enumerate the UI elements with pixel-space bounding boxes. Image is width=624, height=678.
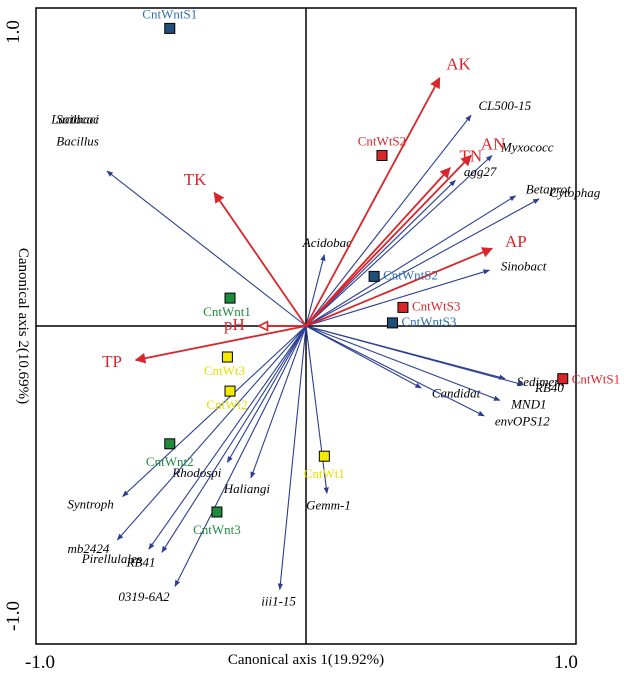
species-arrow-syntroph xyxy=(122,325,307,497)
sample-label-cntwts3: CntWtS3 xyxy=(412,298,460,313)
env-arrow-tn xyxy=(305,167,451,327)
species-label-acidobac: Acidobac xyxy=(302,235,352,250)
x-tick-min: -1.0 xyxy=(25,652,55,673)
species-label-cl500-15: CL500-15 xyxy=(478,98,531,113)
species-arrow-sinobact xyxy=(305,269,491,327)
env-arrow-tk xyxy=(213,191,307,327)
species-label-myxococc: Myxococc xyxy=(500,139,554,154)
species-arrow-gemm-1 xyxy=(305,325,329,495)
sample-label-cntwnts3: CntWntS3 xyxy=(401,314,456,329)
env-label-ak: AK xyxy=(446,55,471,74)
species-arrow-cl500-15 xyxy=(305,114,472,327)
species-label-sediment: Sediment xyxy=(517,374,565,389)
sample-points: CntWntS1 CntWntS2 CntWntS3 CntWtS1 CntWtS2 Cn… xyxy=(142,6,620,537)
env-label-ap: AP xyxy=(505,232,527,251)
species-label-pirellulales: Pirellulales xyxy=(81,551,142,566)
env-arrow-ak xyxy=(305,77,441,327)
env-arrow-an xyxy=(305,154,472,327)
species-label-mb2424: mb2424 xyxy=(68,541,110,556)
sample-point-cntwts1 xyxy=(557,373,569,385)
species-arrow-pirellulales xyxy=(148,325,307,550)
species-arrow-mnd1 xyxy=(305,325,501,401)
species-label-soilbaci: Soilbaci xyxy=(56,112,99,127)
species-arrow-iii1-15 xyxy=(277,325,307,591)
sample-label-cntwnt2: CntWnt2 xyxy=(146,454,194,469)
x-tick-max: 1.0 xyxy=(554,652,578,673)
env-label-ph: pH xyxy=(224,315,245,334)
sample-point-cntwts2 xyxy=(376,150,388,161)
species-arrow-betaprot xyxy=(305,195,517,327)
env-arrow-ap xyxy=(305,247,494,327)
sample-point-cntwt2 xyxy=(224,385,236,397)
species-arrow-0319-6a2 xyxy=(174,325,307,587)
species-label-envops12: envOPS12 xyxy=(495,413,550,428)
species-arrow-cytophag xyxy=(305,198,540,327)
species-label-rb41: RB41 xyxy=(126,554,156,569)
env-label-an: AN xyxy=(481,134,506,153)
species-label-sinobact: Sinobact xyxy=(501,259,547,274)
species-label-agg27: agg27 xyxy=(464,164,497,179)
y-tick-min: -1.0 xyxy=(3,601,24,631)
sample-label-cntwt1: CntWt1 xyxy=(304,466,345,481)
env-label-tk: TK xyxy=(184,170,207,189)
species-label-0319-6a2: 0319-6A2 xyxy=(118,589,170,604)
species-label-iii1-15: iii1-15 xyxy=(261,593,296,608)
sample-point-cntwnts3 xyxy=(386,317,398,329)
sample-point-cntwnts2 xyxy=(368,270,380,282)
env-label-tp: TP xyxy=(102,352,122,371)
sample-point-cntwnt3 xyxy=(211,506,223,518)
sample-label-cntwt2: CntWt2 xyxy=(206,397,247,412)
sample-label-cntwnts2: CntWntS2 xyxy=(383,267,438,282)
sample-label-cntwts1: CntWtS1 xyxy=(572,372,620,387)
y-tick-max: 1.0 xyxy=(3,20,24,44)
sample-point-cntwnt2 xyxy=(164,438,176,450)
species-label-betaprot: Betaprot xyxy=(526,181,571,196)
species-arrow-soilbaci xyxy=(106,170,307,327)
species-arrow-rb40 xyxy=(305,325,525,386)
x-axis-label: Canonical axis 1(19.92%) xyxy=(228,652,384,668)
sample-label-cntwnt1: CntWnt1 xyxy=(203,304,251,319)
sample-point-cntwt3 xyxy=(221,351,233,363)
sample-point-cntwt1 xyxy=(318,450,330,462)
species-arrow-haliangi xyxy=(250,325,307,479)
sample-label-cntwnts1: CntWntS1 xyxy=(142,6,197,21)
sample-label-cntwt3: CntWt3 xyxy=(204,363,245,378)
species-label-rb40: RB40 xyxy=(534,380,564,395)
species-arrow-envops12 xyxy=(305,325,485,417)
species-arrow-myxococc xyxy=(305,155,493,327)
species-label-haliangi: Haliangi xyxy=(223,481,271,496)
sample-point-cntwnt1 xyxy=(224,292,236,304)
species-label-cytophag: Cytophag xyxy=(550,185,601,200)
species-label-gemm-1: Gemm-1 xyxy=(306,497,351,512)
species-arrow-mb2424 xyxy=(116,325,307,541)
sample-label-cntwts2: CntWtS2 xyxy=(358,134,406,149)
species-arrow-rb41 xyxy=(161,325,307,553)
sample-point-cntwts3 xyxy=(397,301,409,313)
species-arrow-acidobac xyxy=(305,254,326,327)
species-label-rhodospi: Rhodospi xyxy=(171,465,222,480)
sample-point-cntwnts1 xyxy=(164,22,176,34)
species-arrow-candidat xyxy=(305,325,422,389)
sample-label-cntwnt3: CntWnt3 xyxy=(193,522,241,537)
y-axis-label: Canonical axis 2(10.69%) xyxy=(15,248,31,404)
species-label-bacillus: Bacillus xyxy=(56,134,99,149)
species-label-syntroph: Syntroph xyxy=(67,497,113,512)
species-arrow-rhodospi xyxy=(226,325,307,463)
species-label-mnd1: MND1 xyxy=(510,397,546,412)
species-arrow-agg27 xyxy=(305,179,456,327)
species-label-candidat: Candidat xyxy=(432,386,481,401)
species-label-lactococ: Lactococ xyxy=(50,112,99,127)
env-arrow-tp xyxy=(134,325,307,364)
